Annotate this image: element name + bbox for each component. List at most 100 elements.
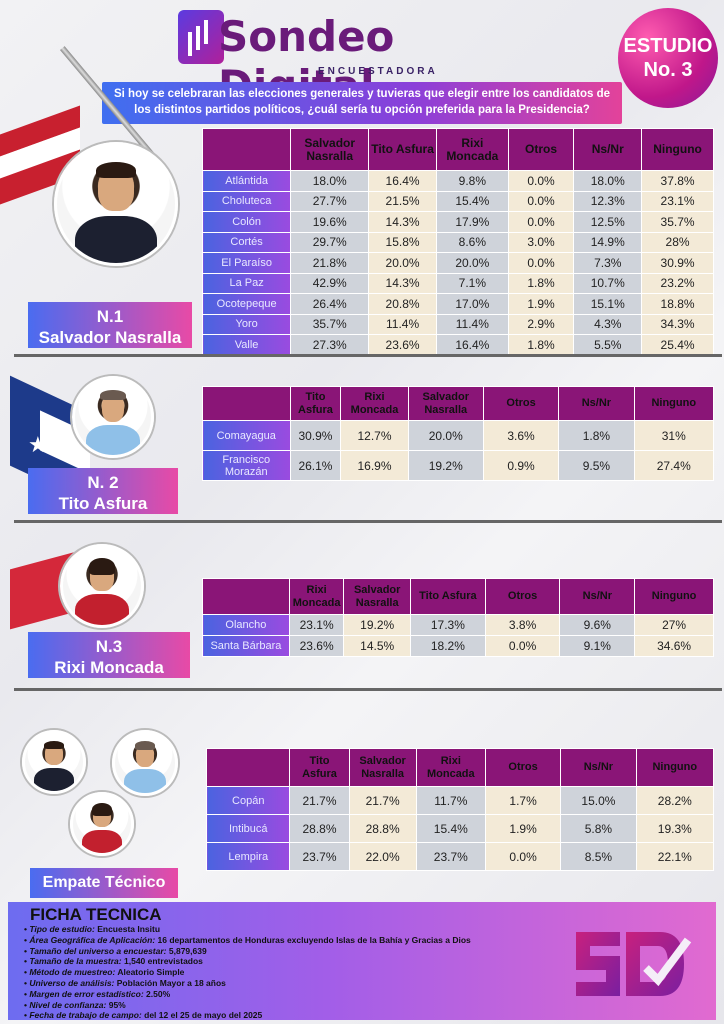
table-cell: 21.5% — [368, 190, 437, 212]
candidate-label-3: N.3 Rixi Moncada — [28, 632, 190, 678]
row-header: Intibucá — [205, 814, 291, 843]
table-cell: 0.0% — [507, 252, 575, 274]
col-header: Salvador Nasralla — [348, 748, 417, 787]
table-cell: 15.0% — [560, 786, 637, 815]
table-row: Lempira 23.7% 22.0% 23.7% 0.0% 8.5% 22.1% — [205, 842, 715, 871]
table-cell: 19.3% — [635, 814, 715, 843]
table-cell: 27.4% — [633, 450, 715, 481]
table-cell: 16.9% — [340, 450, 409, 481]
row-header: Yoro — [201, 313, 292, 335]
candidate-name: Tito Asfura — [58, 494, 148, 513]
row-header: Atlántida — [201, 170, 292, 192]
ficha-item-value: Aleatorio Simple — [117, 967, 185, 978]
table-cell: 20.0% — [368, 252, 437, 274]
col-header: Tito Asfura — [410, 578, 486, 615]
table-cell: 22.1% — [635, 842, 715, 871]
ficha-item-value: del 12 el 25 de mayo del 2025 — [144, 1010, 263, 1021]
col-header: Salvador Nasralla — [343, 578, 412, 615]
table-cell: 26.1% — [289, 450, 342, 481]
table-cell: 9.5% — [558, 450, 635, 481]
table-cell: 27.7% — [290, 190, 370, 212]
table-cell: 19.2% — [407, 450, 484, 481]
table-row: Ocotepeque 26.4% 20.8% 17.0% 1.9% 15.1% 18.8% — [201, 293, 714, 315]
table-cell: 23.2% — [641, 272, 714, 294]
col-header: Ns/Nr — [573, 128, 643, 171]
table-cell: 34.3% — [641, 313, 714, 335]
ficha-item: Área Geográfica de Aplicación: 16 depart… — [24, 935, 706, 946]
table-cell: 26.4% — [290, 293, 370, 315]
chile-style-flag-icon: ★ — [0, 362, 90, 499]
table-cell: 1.9% — [507, 293, 575, 315]
row-header: Choluteca — [201, 190, 292, 212]
results-table-1: Salvador Nasralla Tito Asfura Rixi Monca… — [201, 128, 714, 356]
col-header: Ninguno — [635, 748, 715, 787]
table-cell: 1.8% — [558, 420, 635, 451]
table-cell: 1.8% — [507, 272, 575, 294]
table-cell: 5.8% — [560, 814, 637, 843]
ficha-item-key: Margen de error estadístico: — [29, 988, 144, 999]
candidate-name: Rixi Moncada — [54, 658, 164, 677]
table-row: Valle 27.3% 23.6% 16.4% 1.8% 5.5% 25.4% — [201, 334, 714, 356]
ficha-item: Nivel de confianza: 95% — [24, 1000, 706, 1011]
table-cell: 3.8% — [484, 614, 561, 636]
table-cell: 17.0% — [435, 293, 509, 315]
table-cell: 30.9% — [641, 252, 714, 274]
table-corner — [201, 128, 292, 171]
table-row: El Paraíso 21.8% 20.0% 20.0% 0.0% 7.3% 30.9% — [201, 252, 714, 274]
ficha-item-key: Nivel de confianza: — [29, 999, 107, 1010]
table-cell: 14.5% — [343, 635, 412, 657]
row-header: El Paraíso — [201, 252, 292, 274]
table-cell: 25.4% — [641, 334, 714, 356]
table-cell: 28.8% — [348, 814, 417, 843]
candidate-photo-moncada — [60, 544, 144, 628]
table-cell: 11.4% — [435, 313, 509, 335]
row-header: Copán — [205, 786, 291, 815]
table-cell: 0.9% — [482, 450, 560, 481]
table-row: La Paz 42.9% 14.3% 7.1% 1.8% 10.7% 23.2% — [201, 272, 714, 294]
row-header: Colón — [201, 211, 292, 233]
row-header: Cortés — [201, 231, 292, 253]
table-row: Santa Bárbara 23.6% 14.5% 18.2% 0.0% 9.1% 34.6… — [202, 635, 714, 657]
col-header: Tito Asfura — [289, 748, 350, 787]
table-cell: 20.0% — [407, 420, 484, 451]
section-divider — [14, 354, 722, 357]
table-cell: 4.3% — [573, 313, 643, 335]
candidate-photo-moncada-small — [70, 792, 134, 856]
table-cell: 23.7% — [289, 842, 350, 871]
table-cell: 17.3% — [410, 614, 486, 636]
table-cell: 35.7% — [641, 211, 714, 233]
table-cell: 29.7% — [290, 231, 370, 253]
row-header: Francisco Morazán — [202, 450, 291, 481]
table-cell: 5.5% — [573, 334, 643, 356]
table-cell: 8.6% — [435, 231, 509, 253]
table-cell: 3.0% — [507, 231, 575, 253]
table-cell: 21.7% — [289, 786, 350, 815]
table-cell: 12.3% — [573, 190, 643, 212]
ficha-item-key: Tamaño de la muestra: — [29, 956, 122, 967]
empate-tecnico-label: Empate Técnico — [30, 868, 178, 898]
table-cell: 18.0% — [573, 170, 643, 192]
ficha-item: Tamaño del universo a encuestar: 5,879,6… — [24, 946, 706, 957]
table-cell: 15.4% — [415, 814, 486, 843]
table-cell: 20.8% — [368, 293, 437, 315]
candidate-number: N.1 — [96, 307, 124, 326]
table-cell: 22.0% — [348, 842, 417, 871]
ficha-item-value: 2.50% — [146, 988, 171, 999]
table-cell: 16.4% — [435, 334, 509, 356]
ficha-item-value: Encuesta Insitu — [97, 924, 161, 934]
row-header: Valle — [201, 334, 292, 356]
table-cell: 0.0% — [507, 211, 575, 233]
ficha-item-key: Tamaño del universo a encuestar: — [29, 945, 167, 956]
col-header: Ns/Nr — [559, 578, 636, 615]
sd-logo-icon — [576, 932, 692, 996]
table-cell: 28.2% — [635, 786, 715, 815]
table-cell: 23.1% — [641, 190, 714, 212]
col-header: Rixi Moncada — [415, 748, 486, 787]
table-cell: 14.9% — [573, 231, 643, 253]
col-header: Otros — [507, 128, 575, 171]
table-row: Yoro 35.7% 11.4% 11.4% 2.9% 4.3% 34.3% — [201, 313, 714, 335]
ficha-item-key: Fecha de trabajo de campo: — [29, 1010, 142, 1021]
col-header: Ninguno — [634, 578, 714, 615]
table-cell: 10.7% — [573, 272, 643, 294]
results-table-3: Rixi Moncada Salvador Nasralla Tito Asfu… — [202, 578, 714, 657]
